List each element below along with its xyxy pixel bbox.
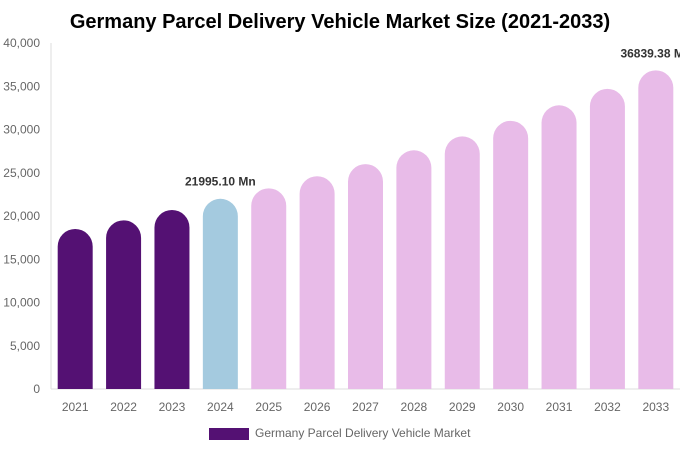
bar-2022 xyxy=(106,220,142,389)
bar-2033 xyxy=(638,70,674,390)
bar-2024 xyxy=(202,198,238,389)
y-tick-label: 5,000 xyxy=(10,339,40,353)
y-tick-label: 35,000 xyxy=(3,79,40,93)
x-tick-label: 2028 xyxy=(401,400,428,414)
y-tick-label: 15,000 xyxy=(3,252,40,266)
chart-title: Germany Parcel Delivery Vehicle Market S… xyxy=(70,11,610,33)
data-label: 36839.38 Mn xyxy=(620,46,680,60)
legend-label: Germany Parcel Delivery Vehicle Market xyxy=(255,426,471,440)
x-tick-label: 2031 xyxy=(546,400,573,414)
legend: Germany Parcel Delivery Vehicle Market xyxy=(209,426,471,440)
x-tick-label: 2033 xyxy=(642,400,669,414)
legend-swatch xyxy=(209,428,249,440)
data-label: 21995.10 Mn xyxy=(185,175,256,189)
y-tick-label: 20,000 xyxy=(3,209,40,223)
y-tick-label: 0 xyxy=(33,382,40,396)
bar-2029 xyxy=(444,136,480,389)
bar-2030 xyxy=(493,120,529,390)
x-tick-label: 2030 xyxy=(497,400,524,414)
bar-2027 xyxy=(348,164,383,389)
bar-2026 xyxy=(299,176,335,389)
bar-2023 xyxy=(154,209,190,389)
bar-2025 xyxy=(251,188,287,389)
y-tick-label: 40,000 xyxy=(3,36,40,50)
x-tick-label: 2025 xyxy=(255,400,282,414)
bar-2028 xyxy=(396,150,432,389)
x-tick-label: 2027 xyxy=(352,400,379,414)
x-tick-label: 2024 xyxy=(207,400,234,414)
x-tick-label: 2029 xyxy=(449,400,476,414)
x-tick-label: 2021 xyxy=(62,400,89,414)
bar-2032 xyxy=(589,88,625,389)
y-tick-label: 30,000 xyxy=(3,123,40,137)
x-tick-label: 2026 xyxy=(304,400,331,414)
bar-2021 xyxy=(57,228,93,389)
x-tick-label: 2022 xyxy=(110,400,137,414)
y-tick-label: 10,000 xyxy=(3,296,40,310)
x-tick-label: 2032 xyxy=(594,400,621,414)
bar-2031 xyxy=(541,105,577,389)
y-tick-label: 25,000 xyxy=(3,166,40,180)
x-tick-label: 2023 xyxy=(159,400,186,414)
